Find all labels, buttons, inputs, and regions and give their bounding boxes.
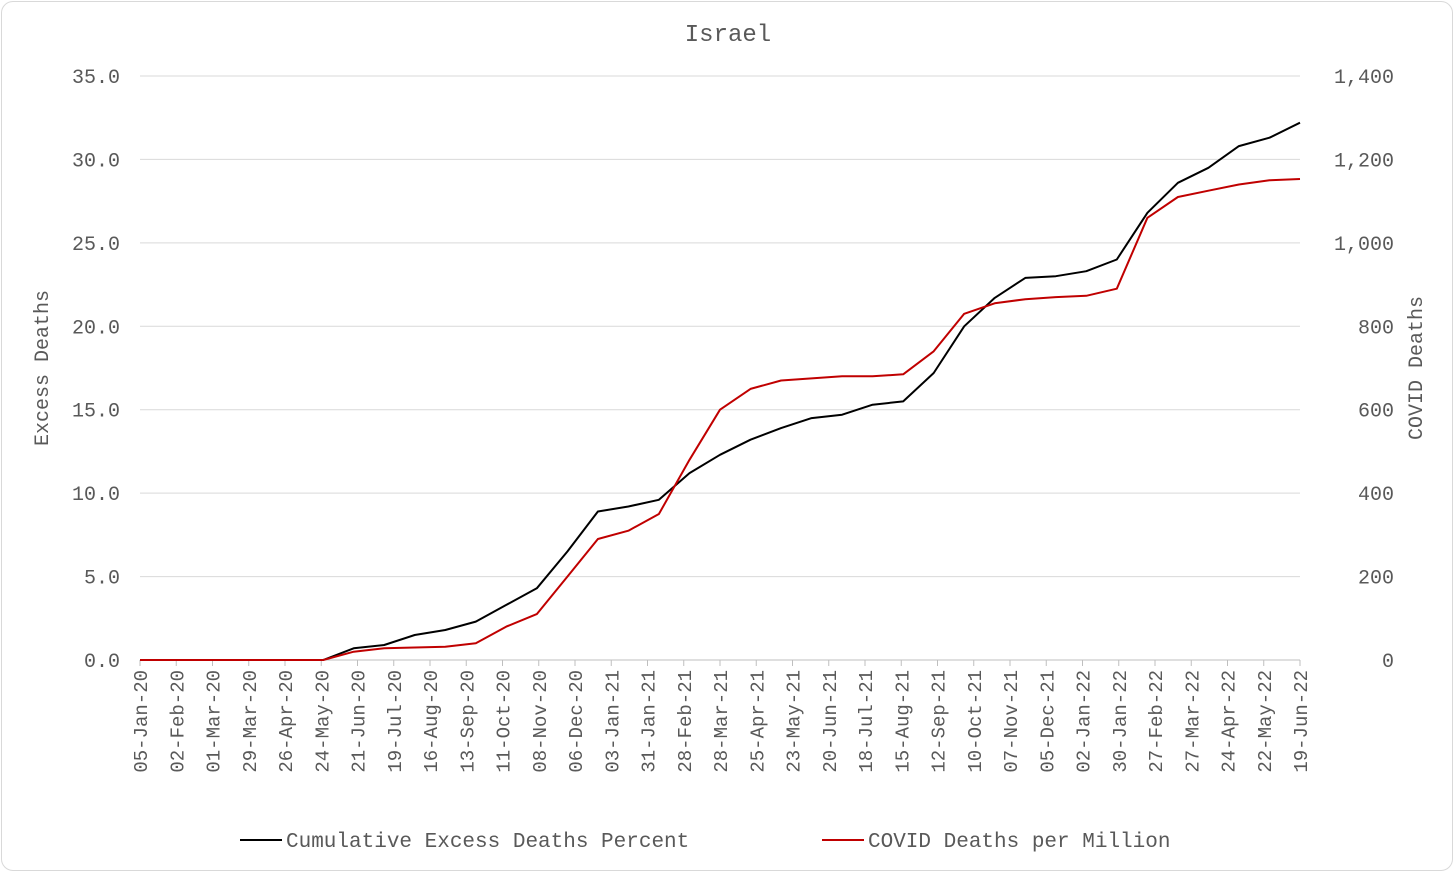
y2-tick-label: 1,400 (1334, 67, 1394, 90)
y2-tick-label: 1,200 (1334, 150, 1394, 173)
x-tick-label: 29-Mar-20 (240, 670, 262, 773)
x-tick-label: 02-Jan-22 (1074, 670, 1096, 773)
x-tick-label: 28-Feb-21 (675, 670, 697, 773)
x-tick-label: 05-Dec-21 (1037, 670, 1059, 773)
y2-tick-label: 1,000 (1334, 234, 1394, 257)
y-tick-label: 35.0 (72, 67, 120, 90)
x-tick-label: 02-Feb-20 (167, 670, 189, 773)
legend: Cumulative Excess Deaths Percent COVID D… (240, 831, 1170, 854)
x-tick-label: 27-Feb-22 (1146, 670, 1168, 773)
x-axis-ticks: 05-Jan-20 02-Feb-20 01-Mar-20 29-Mar-20 26-A… (131, 660, 1313, 773)
x-tick-label: 21-Jun-20 (349, 670, 371, 773)
y2-tick-label: 800 (1358, 317, 1394, 340)
y2-tick-label: 400 (1358, 484, 1394, 507)
series-line-excess-deaths (140, 121, 1301, 661)
y-axis-ticks: 0.0 5.0 10.0 15.0 20.0 25.0 30.0 35.0 (72, 67, 120, 674)
y2-tick-label: 0 (1382, 651, 1394, 674)
y-tick-label: 25.0 (72, 234, 120, 257)
x-tick-label: 26-Apr-20 (276, 670, 298, 773)
y-tick-label: 15.0 (72, 401, 120, 424)
x-tick-label: 24-May-20 (312, 670, 334, 773)
series-lines (140, 121, 1301, 661)
x-tick-label: 10-Oct-21 (965, 670, 987, 773)
x-tick-label: 22-May-22 (1255, 670, 1277, 773)
x-tick-label: 07-Nov-21 (1001, 670, 1023, 773)
x-tick-label: 05-Jan-20 (131, 670, 153, 773)
x-tick-label: 24-Apr-22 (1219, 670, 1241, 773)
x-tick-label: 08-Nov-20 (530, 670, 552, 773)
legend-label-excess: Cumulative Excess Deaths Percent (286, 831, 689, 854)
x-tick-label: 30-Jan-22 (1110, 670, 1132, 773)
x-tick-label: 13-Sep-20 (457, 670, 479, 773)
y-tick-label: 30.0 (72, 150, 120, 173)
x-tick-label: 03-Jan-21 (602, 670, 624, 773)
y2-tick-label: 600 (1358, 401, 1394, 424)
y-tick-label: 10.0 (72, 484, 120, 507)
x-tick-label: 15-Aug-21 (892, 670, 914, 773)
x-tick-label: 19-Jun-22 (1291, 670, 1313, 773)
x-tick-label: 20-Jun-21 (820, 670, 842, 773)
x-tick-label: 16-Aug-20 (421, 670, 443, 773)
x-tick-label: 11-Oct-20 (494, 670, 516, 773)
series-line-covid-deaths (140, 178, 1301, 661)
y2-axis-title: COVID Deaths (1406, 296, 1429, 440)
y2-axis-ticks: 0 200 400 600 800 1,000 1,200 1,400 (1334, 67, 1394, 674)
y-tick-label: 5.0 (84, 568, 120, 591)
x-tick-label: 01-Mar-20 (204, 670, 226, 773)
x-tick-label: 06-Dec-20 (566, 670, 588, 773)
x-tick-label: 23-May-21 (784, 670, 806, 773)
x-tick-label: 19-Jul-20 (385, 670, 407, 773)
x-tick-label: 25-Apr-21 (747, 670, 769, 773)
chart-title: Israel (685, 22, 771, 49)
x-tick-label: 31-Jan-21 (639, 670, 661, 773)
y-axis-title: Excess Deaths (32, 290, 55, 446)
x-tick-label: 12-Sep-21 (929, 670, 951, 773)
gridlines (140, 75, 1300, 578)
legend-label-covid: COVID Deaths per Million (868, 831, 1170, 854)
x-tick-label: 18-Jul-21 (856, 670, 878, 773)
y-tick-label: 0.0 (84, 651, 120, 674)
y-tick-label: 20.0 (72, 317, 120, 340)
x-tick-label: 28-Mar-21 (711, 670, 733, 773)
y2-tick-label: 200 (1358, 568, 1394, 591)
x-tick-label: 27-Mar-22 (1182, 670, 1204, 773)
